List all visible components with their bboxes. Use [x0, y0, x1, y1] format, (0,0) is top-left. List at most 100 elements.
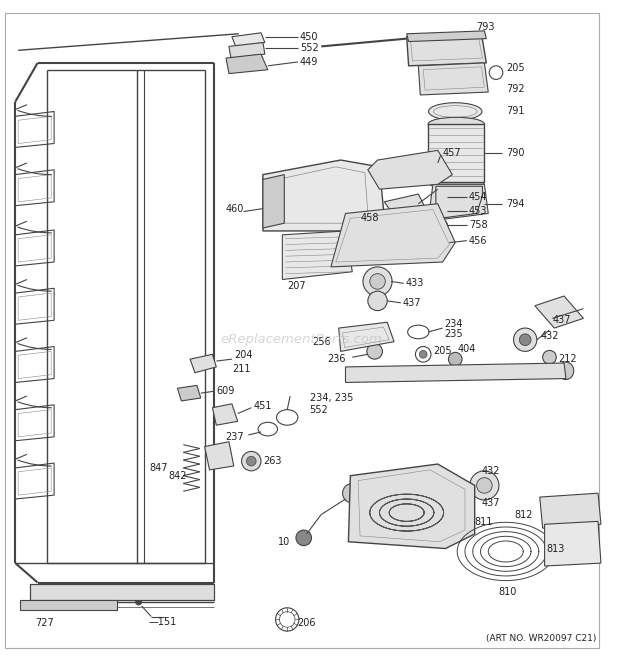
- Text: 450: 450: [300, 32, 318, 42]
- Polygon shape: [384, 194, 428, 223]
- Text: 792: 792: [506, 84, 525, 94]
- Circle shape: [370, 274, 385, 290]
- Text: 458: 458: [361, 214, 379, 223]
- Text: 432: 432: [482, 466, 500, 476]
- Circle shape: [477, 478, 492, 493]
- Polygon shape: [30, 584, 215, 600]
- Polygon shape: [263, 160, 384, 231]
- Circle shape: [136, 599, 141, 605]
- Text: 727: 727: [35, 618, 53, 629]
- Polygon shape: [263, 175, 285, 228]
- Polygon shape: [20, 600, 117, 609]
- Text: 812: 812: [515, 510, 533, 520]
- Text: 437: 437: [482, 498, 500, 508]
- Polygon shape: [229, 42, 265, 58]
- Text: 842: 842: [169, 471, 187, 481]
- Polygon shape: [331, 204, 455, 267]
- Text: 437: 437: [403, 298, 422, 308]
- Circle shape: [296, 530, 311, 545]
- Text: 456: 456: [469, 236, 487, 246]
- Circle shape: [470, 471, 499, 500]
- Polygon shape: [368, 150, 453, 189]
- Text: 10: 10: [278, 537, 290, 547]
- Text: 437: 437: [552, 315, 571, 325]
- Text: 813: 813: [547, 543, 565, 553]
- Polygon shape: [282, 231, 352, 280]
- Text: 206: 206: [297, 618, 316, 629]
- Polygon shape: [540, 493, 601, 528]
- Polygon shape: [535, 296, 583, 328]
- Text: 212: 212: [558, 354, 577, 364]
- Text: 234: 234: [445, 319, 463, 329]
- Polygon shape: [226, 54, 268, 73]
- Polygon shape: [213, 404, 237, 425]
- Text: (ART NO. WR20097 C21): (ART NO. WR20097 C21): [486, 635, 596, 643]
- Polygon shape: [177, 385, 201, 401]
- Circle shape: [435, 193, 446, 205]
- Text: 256: 256: [312, 336, 331, 346]
- Text: 451: 451: [253, 401, 272, 410]
- Circle shape: [438, 220, 448, 230]
- Text: 457: 457: [443, 148, 461, 158]
- Polygon shape: [418, 63, 489, 95]
- Text: 404: 404: [457, 344, 476, 354]
- Ellipse shape: [428, 102, 482, 120]
- Polygon shape: [407, 31, 486, 42]
- Polygon shape: [544, 522, 601, 566]
- Text: 432: 432: [541, 331, 559, 341]
- Polygon shape: [428, 124, 484, 182]
- Circle shape: [368, 291, 388, 311]
- Circle shape: [246, 456, 256, 466]
- Text: 810: 810: [498, 587, 516, 598]
- Text: 794: 794: [506, 199, 525, 209]
- Text: 460: 460: [226, 204, 244, 214]
- Ellipse shape: [428, 117, 484, 131]
- Circle shape: [542, 350, 556, 364]
- Polygon shape: [339, 323, 394, 352]
- Text: 449: 449: [300, 57, 318, 67]
- Text: 552: 552: [300, 44, 319, 54]
- Text: 790: 790: [506, 148, 525, 158]
- Circle shape: [513, 328, 537, 352]
- Text: 758: 758: [469, 220, 487, 230]
- Polygon shape: [205, 442, 234, 470]
- Circle shape: [367, 344, 383, 359]
- Text: 793: 793: [477, 22, 495, 32]
- Polygon shape: [232, 33, 265, 46]
- Text: 204: 204: [234, 350, 252, 360]
- Circle shape: [520, 334, 531, 346]
- Text: 205: 205: [433, 346, 451, 356]
- Circle shape: [237, 62, 246, 69]
- Circle shape: [419, 350, 427, 358]
- Ellipse shape: [428, 176, 484, 189]
- Circle shape: [242, 451, 261, 471]
- Text: 237: 237: [225, 432, 244, 442]
- Text: 811: 811: [475, 518, 493, 527]
- Polygon shape: [345, 363, 566, 383]
- Ellipse shape: [558, 362, 574, 379]
- Polygon shape: [428, 184, 489, 221]
- Circle shape: [343, 483, 362, 503]
- Text: 609: 609: [216, 386, 235, 396]
- Text: 454: 454: [469, 192, 487, 202]
- Text: 552: 552: [309, 405, 329, 414]
- Text: 211: 211: [232, 364, 250, 374]
- Polygon shape: [348, 464, 475, 549]
- Text: 235: 235: [445, 329, 463, 339]
- Text: eReplacementParts.com: eReplacementParts.com: [221, 333, 383, 346]
- Text: 263: 263: [263, 456, 281, 466]
- Circle shape: [448, 352, 462, 366]
- Text: 236: 236: [327, 354, 345, 364]
- Text: 234, 235: 234, 235: [309, 393, 353, 403]
- Text: 205: 205: [506, 63, 525, 73]
- Text: 433: 433: [405, 278, 424, 288]
- Text: —151: —151: [148, 617, 177, 627]
- Polygon shape: [190, 354, 216, 373]
- Circle shape: [438, 207, 448, 216]
- Text: 791: 791: [506, 106, 525, 116]
- Text: 453: 453: [469, 206, 487, 215]
- Polygon shape: [407, 34, 486, 66]
- Circle shape: [363, 267, 392, 296]
- Text: 207: 207: [287, 282, 306, 292]
- Text: 847: 847: [149, 463, 168, 473]
